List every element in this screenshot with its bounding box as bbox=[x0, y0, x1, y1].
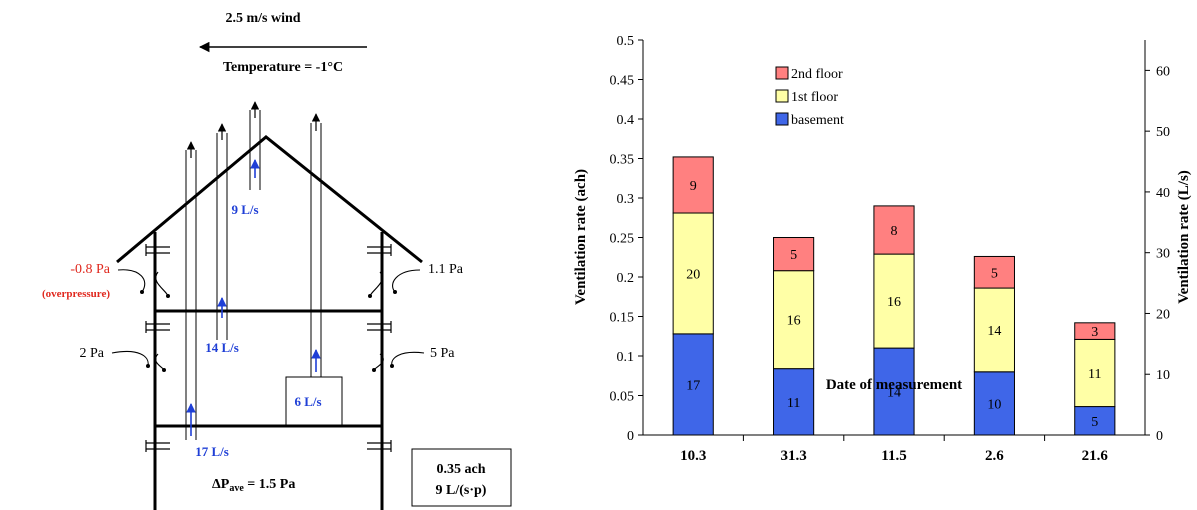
bar-value-label: 16 bbox=[787, 314, 801, 329]
y-tick-label: 0.2 bbox=[617, 271, 635, 286]
bar-value-label: 17 bbox=[686, 378, 700, 393]
bar-value-label: 5 bbox=[790, 248, 797, 263]
bar-value-label: 14 bbox=[887, 386, 901, 401]
flow-label-6: 6 L/s bbox=[294, 394, 321, 409]
x-tick-label: 21.6 bbox=[1082, 448, 1109, 464]
bar-value-label: 11 bbox=[787, 396, 800, 411]
y-axis-label-right: Ventilation rate (L/s) bbox=[1176, 170, 1192, 304]
pressure-tap-ends bbox=[140, 290, 397, 372]
y-axis-label: Ventilation rate (ach) bbox=[573, 169, 589, 305]
bar-value-label: 10 bbox=[987, 397, 1001, 412]
pressure-taps bbox=[111, 269, 425, 371]
bar-segment-1st-floor bbox=[873, 253, 915, 349]
overpressure-note: (overpressure) bbox=[42, 288, 110, 300]
bar-segment-1st-floor bbox=[1074, 338, 1116, 408]
y-right-tick-label: 60 bbox=[1156, 64, 1170, 79]
bar-segment-2nd-floor bbox=[973, 255, 1015, 289]
bar-value-label: 16 bbox=[887, 295, 901, 310]
duct-3 bbox=[249, 101, 261, 190]
y-right-tick-label: 50 bbox=[1156, 125, 1170, 140]
pressure-right-lower: 5 Pa bbox=[430, 346, 455, 361]
house-diagram: 2.5 m/s wind Temperature = -1°C bbox=[42, 11, 512, 510]
legend: 2nd floor 1st floor basement bbox=[770, 58, 863, 130]
legend-swatch bbox=[775, 89, 789, 103]
y-right-tick-label: 10 bbox=[1156, 368, 1170, 383]
bar-segment-basement bbox=[773, 368, 815, 436]
pressure-right-upper: 1.1 Pa bbox=[428, 262, 464, 277]
y-tick-label: 0.05 bbox=[610, 390, 635, 405]
appliance-box bbox=[285, 376, 343, 426]
bar-segment-2nd-floor bbox=[773, 237, 815, 272]
x-tick-label: 11.5 bbox=[881, 448, 906, 464]
legend-swatch bbox=[775, 112, 789, 126]
legend-label: 1st floor bbox=[791, 90, 838, 105]
y-tick-label: 0.1 bbox=[617, 350, 635, 365]
wall-vents bbox=[145, 244, 392, 452]
summary-box bbox=[411, 448, 512, 507]
duct-1 bbox=[185, 141, 197, 440]
bar-segment-1st-floor bbox=[973, 287, 1015, 373]
flow-label-17: 17 L/s bbox=[195, 444, 229, 459]
bar-segment-basement bbox=[1074, 406, 1116, 436]
bar-value-label: 11 bbox=[1088, 367, 1101, 382]
roof bbox=[116, 135, 423, 264]
bar-segment-2nd-floor bbox=[1074, 322, 1116, 340]
y-right-tick-label: 30 bbox=[1156, 247, 1170, 262]
bar-value-label: 20 bbox=[686, 267, 700, 282]
y-tick-label: 0.45 bbox=[610, 74, 635, 89]
wind-label: 2.5 m/s wind bbox=[225, 11, 300, 26]
x-ticks: 10.3 31.3 11.5 2.6 21.6 bbox=[680, 435, 1108, 464]
bar-value-label: 3 bbox=[1091, 325, 1098, 340]
bar-segment-basement bbox=[973, 371, 1015, 436]
flow-label-14: 14 L/s bbox=[205, 340, 239, 355]
bar-segment-2nd-floor bbox=[873, 205, 915, 255]
temperature-label: Temperature = -1°C bbox=[223, 60, 343, 75]
bar-value-label: 8 bbox=[891, 224, 898, 239]
pressure-left-upper: -0.8 Pa bbox=[70, 262, 110, 277]
legend-label: 2nd floor bbox=[791, 67, 843, 82]
y-tick-label: 0.5 bbox=[617, 34, 635, 49]
bar-value-label: 5 bbox=[1091, 415, 1098, 430]
y-tick-label: 0.35 bbox=[610, 153, 635, 168]
bar-segment-1st-floor bbox=[672, 212, 714, 335]
x-tick-label: 31.3 bbox=[780, 448, 806, 464]
duct-2 bbox=[216, 123, 228, 340]
bar-segment-basement bbox=[672, 333, 714, 436]
legend-label: basement bbox=[791, 113, 844, 128]
x-tick-label: 2.6 bbox=[985, 448, 1004, 464]
x-tick-label: 10.3 bbox=[680, 448, 706, 464]
bar-segment-1st-floor bbox=[773, 270, 815, 370]
left-y-ticks: 0 0.05 0.1 0.15 0.2 0.25 0.3 0.35 0.4 0.45 0.5 bbox=[610, 34, 643, 444]
y-tick-label: 0.25 bbox=[610, 232, 635, 247]
flow-arrows bbox=[186, 159, 321, 436]
y-right-tick-label: 0 bbox=[1156, 429, 1163, 444]
summary-per-person: 9 L/(s·p) bbox=[436, 483, 487, 498]
duct-4 bbox=[310, 113, 322, 377]
bars: 17 20 9 11 16 5 14 16 8 10 14 5 5 11 3 bbox=[672, 156, 1116, 436]
y-right-tick-label: 40 bbox=[1156, 186, 1170, 201]
y-tick-label: 0 bbox=[627, 429, 634, 444]
pressure-left-lower: 2 Pa bbox=[80, 346, 105, 361]
x-axis-label: Date of measurement bbox=[826, 377, 962, 393]
bar-segment-2nd-floor bbox=[672, 156, 714, 214]
y-tick-label: 0.4 bbox=[617, 113, 635, 128]
right-y-ticks: 0 10 20 30 40 50 60 bbox=[1145, 64, 1170, 444]
bar-value-label: 9 bbox=[690, 179, 697, 194]
bar-value-label: 14 bbox=[987, 324, 1001, 339]
bar-segment-basement bbox=[873, 347, 915, 436]
y-right-tick-label: 20 bbox=[1156, 307, 1170, 322]
y-tick-label: 0.15 bbox=[610, 311, 635, 326]
summary-ach: 0.35 ach bbox=[437, 462, 486, 477]
y-tick-label: 0.3 bbox=[617, 192, 635, 207]
legend-swatch bbox=[775, 66, 789, 80]
flow-label-9: 9 L/s bbox=[231, 202, 258, 217]
delta-p-label: ΔPave = 1.5 Pa bbox=[212, 477, 295, 494]
bar-value-label: 5 bbox=[991, 266, 998, 281]
ventilation-chart: 0 0.05 0.1 0.15 0.2 0.25 0.3 0.35 0.4 0.45 0.5 0 10… bbox=[573, 34, 1192, 464]
